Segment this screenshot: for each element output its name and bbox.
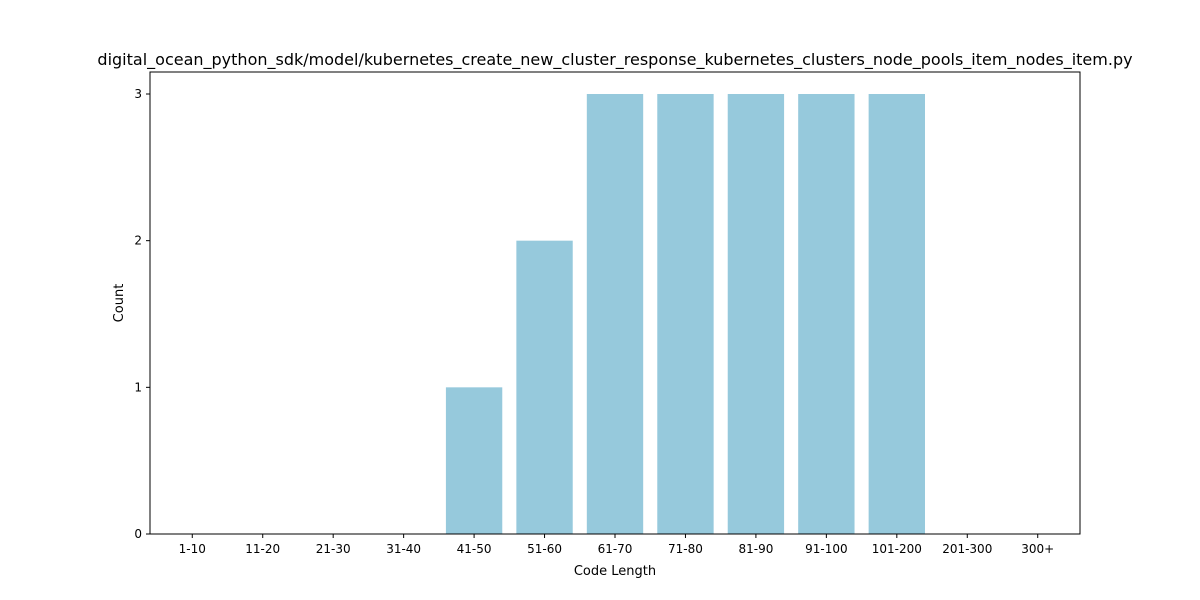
bars-group	[445, 94, 925, 534]
x-tick-label-201-300: 201-300	[942, 542, 992, 556]
x-tick-label-1-10: 1-10	[179, 542, 206, 556]
bar-51-60	[516, 240, 573, 534]
x-tick-label-101-200: 101-200	[872, 542, 922, 556]
bar-91-100	[798, 94, 855, 534]
bar-71-80	[657, 94, 714, 534]
x-tick-label-21-30: 21-30	[316, 542, 351, 556]
y-tick-label-1: 1	[134, 380, 142, 394]
x-tick-label-81-90: 81-90	[738, 542, 773, 556]
bar-61-70	[586, 94, 644, 534]
y-axis: 0 1 2 3	[134, 87, 150, 541]
x-tick-label-61-70: 61-70	[598, 542, 633, 556]
y-tick-label-2: 2	[134, 234, 142, 248]
x-tick-label-300+: 300+	[1021, 542, 1054, 556]
bar-41-50	[445, 387, 503, 534]
bar-101-200	[868, 94, 925, 534]
x-axis-label: Code Length	[574, 564, 656, 579]
bar-81-90	[727, 94, 785, 534]
x-tick-label-51-60: 51-60	[527, 542, 562, 556]
x-tick-label-11-20: 11-20	[245, 542, 280, 556]
x-tick-label-91-100: 91-100	[805, 542, 848, 556]
x-tick-label-31-40: 31-40	[386, 542, 421, 556]
x-axis: 1-10 11-20 21-30 31-40 41-50 51-60 61-70 71-80 8…	[179, 534, 1054, 556]
chart-title: digital_ocean_python_sdk/model/kubernete…	[97, 50, 1132, 70]
x-tick-label-71-80: 71-80	[668, 542, 703, 556]
x-tick-label-41-50: 41-50	[457, 542, 492, 556]
y-axis-label: Count	[112, 284, 127, 323]
y-tick-label-0: 0	[134, 527, 142, 541]
y-tick-label-3: 3	[134, 87, 142, 101]
